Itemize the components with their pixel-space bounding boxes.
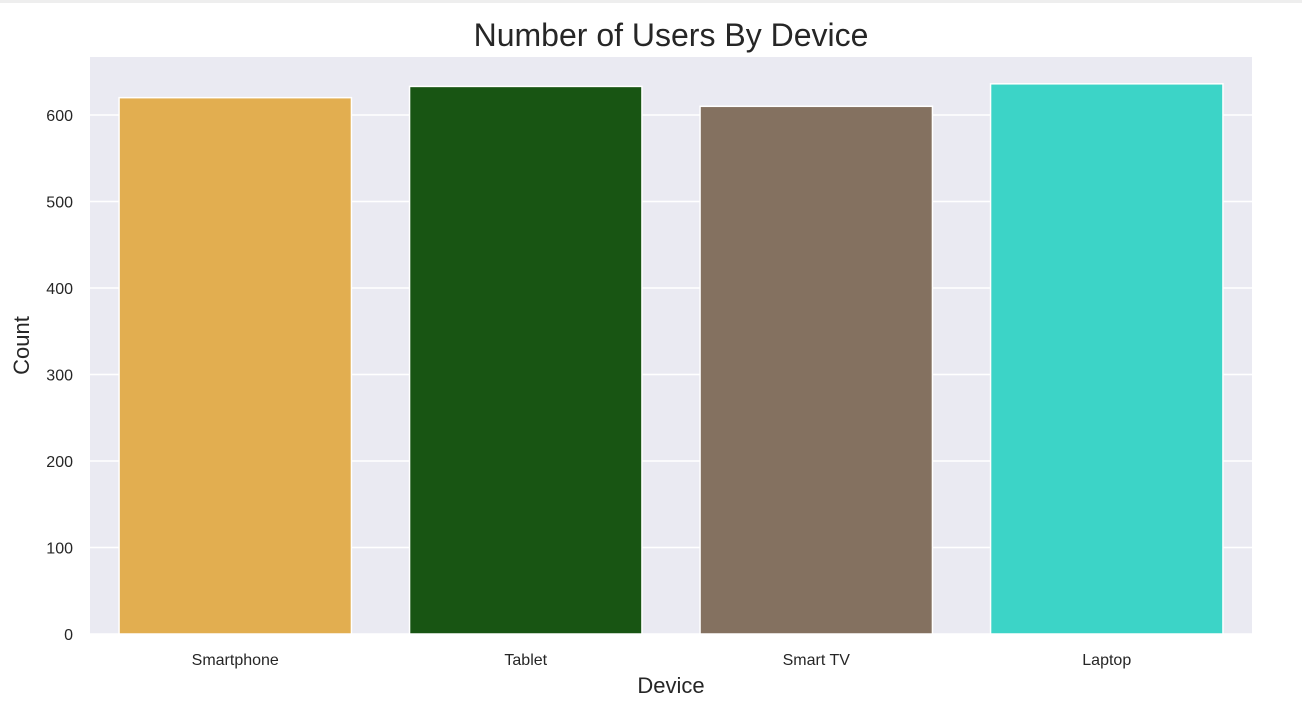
x-tick-label: Tablet — [504, 652, 547, 669]
x-tick-label: Smart TV — [783, 652, 851, 669]
bar-laptop — [989, 83, 1224, 635]
y-tick-label: 400 — [46, 281, 73, 298]
chart-title: Number of Users By Device — [474, 17, 869, 53]
y-axis-label: Count — [9, 316, 34, 375]
x-axis-ticks: Smartphone Tablet Smart TV Laptop — [192, 652, 1132, 669]
y-tick-label: 200 — [46, 454, 73, 471]
bar-tablet — [408, 85, 643, 635]
bar-smart-tv — [699, 105, 934, 635]
y-tick-label: 600 — [46, 108, 73, 125]
bar-smartphone — [118, 96, 353, 635]
y-tick-label: 300 — [46, 367, 73, 384]
x-tick-label: Laptop — [1082, 652, 1131, 669]
y-tick-label: 500 — [46, 194, 73, 211]
bars — [118, 83, 1224, 635]
notebook-top-border — [0, 0, 1302, 3]
y-tick-label: 0 — [64, 627, 73, 644]
y-axis-ticks: 0 100 200 300 400 500 600 — [46, 108, 73, 644]
x-tick-label: Smartphone — [192, 652, 279, 669]
y-tick-label: 100 — [46, 540, 73, 557]
x-axis-label: Device — [637, 673, 704, 698]
